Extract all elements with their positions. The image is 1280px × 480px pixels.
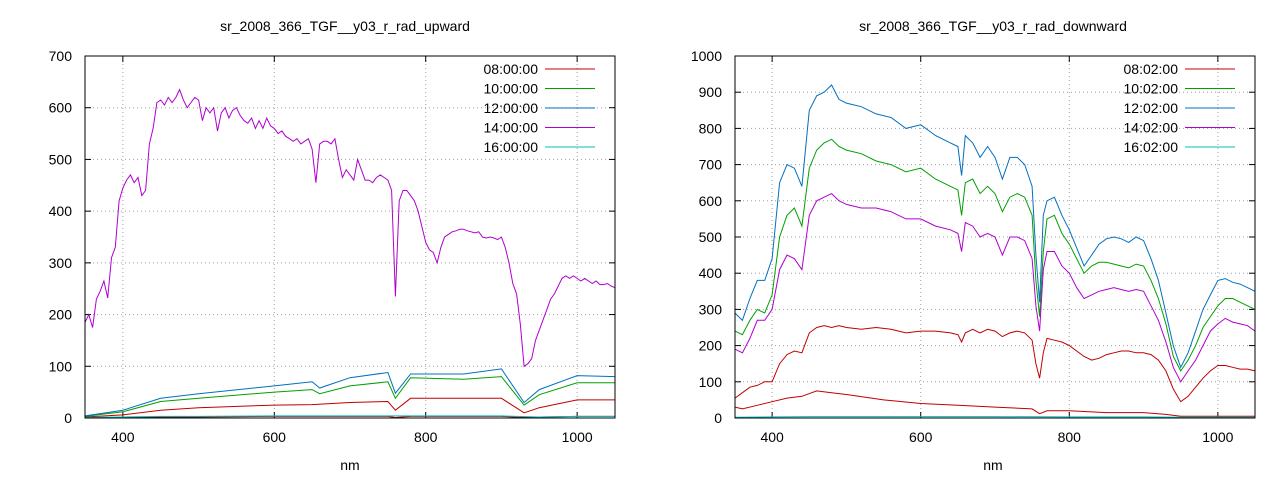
x-tick-label: 1000 <box>1202 429 1233 445</box>
x-axis-label: nm <box>983 457 1002 473</box>
chart-title: sr_2008_366_TGF__y03_r_rad_downward <box>859 18 1127 34</box>
series-line <box>84 368 616 417</box>
y-tick-label: 700 <box>49 48 73 64</box>
x-tick-labels: 400 600 800 1000 <box>760 429 1233 445</box>
legend-label: 10:02:00 <box>1124 81 1179 97</box>
legend-label: 16:00:00 <box>484 139 539 155</box>
y-tick-label: 600 <box>49 100 73 116</box>
series-line <box>734 138 1256 372</box>
y-tick-label: 800 <box>699 120 723 136</box>
series-line <box>734 416 1255 418</box>
plot-series <box>84 88 616 419</box>
y-tick-label: 900 <box>699 84 723 100</box>
y-tick-label: 100 <box>49 358 73 374</box>
legend: 08:02:00 10:02:00 12:02:00 14:02:00 16:02:00 <box>1124 61 1235 155</box>
y-tick-label: 500 <box>699 229 723 245</box>
y-tick-label: 200 <box>699 338 723 354</box>
plot-series <box>734 84 1256 418</box>
chart-upward: sr_2008_366_TGF__y03_r_rad_upward 400 600… <box>49 18 616 473</box>
legend-label: 08:00:00 <box>484 61 539 77</box>
x-tick-label: 400 <box>111 429 135 445</box>
y-tick-label: 100 <box>699 374 723 390</box>
x-tick-label: 400 <box>760 429 784 445</box>
y-tick-labels: 0 100 200 300 400 500 600 700 <box>49 48 73 426</box>
y-tick-label: 300 <box>699 301 723 317</box>
y-tick-label: 1000 <box>691 48 722 64</box>
y-tick-label: 700 <box>699 157 723 173</box>
x-axis-label: nm <box>340 457 359 473</box>
series-line <box>84 415 615 418</box>
legend-label: 12:02:00 <box>1124 100 1179 116</box>
x-tick-label: 800 <box>414 429 438 445</box>
legend-label: 16:02:00 <box>1124 139 1179 155</box>
legend-label: 12:00:00 <box>484 100 539 116</box>
series-line <box>734 390 1255 417</box>
x-tick-label: 1000 <box>562 429 593 445</box>
x-tick-label: 600 <box>909 429 933 445</box>
y-tick-label: 500 <box>49 151 73 167</box>
series-line <box>84 376 615 417</box>
x-tick-label: 600 <box>263 429 287 445</box>
y-tick-label: 200 <box>49 307 73 323</box>
series-line <box>84 88 616 368</box>
series-line <box>734 192 1256 383</box>
plot-frame <box>734 55 1256 419</box>
y-tick-labels: 0 100 200 300 400 500 600 700 800 900 1000 <box>691 48 722 426</box>
plot-frame <box>84 55 616 419</box>
legend-label: 08:02:00 <box>1124 61 1179 77</box>
y-tick-label: 300 <box>49 255 73 271</box>
x-tick-label: 800 <box>1058 429 1082 445</box>
y-tick-label: 0 <box>714 410 722 426</box>
y-tick-label: 400 <box>699 265 723 281</box>
series-line <box>84 397 615 418</box>
legend-label: 14:02:00 <box>1124 120 1179 136</box>
y-tick-label: 0 <box>64 410 72 426</box>
legend-label: 14:00:00 <box>484 120 539 136</box>
y-tick-label: 400 <box>49 203 73 219</box>
series-line <box>734 84 1256 369</box>
series-line <box>734 325 1256 403</box>
x-tick-labels: 400 600 800 1000 <box>111 429 593 445</box>
chart-title: sr_2008_366_TGF__y03_r_rad_upward <box>220 18 470 34</box>
chart-downward: sr_2008_366_TGF__y03_r_rad_downward 400 6… <box>691 18 1256 473</box>
legend: 08:00:00 10:00:00 12:00:00 14:00:00 16:00:00 <box>484 61 595 155</box>
legend-label: 10:00:00 <box>484 81 539 97</box>
y-tick-label: 600 <box>699 193 723 209</box>
grid <box>85 55 615 419</box>
